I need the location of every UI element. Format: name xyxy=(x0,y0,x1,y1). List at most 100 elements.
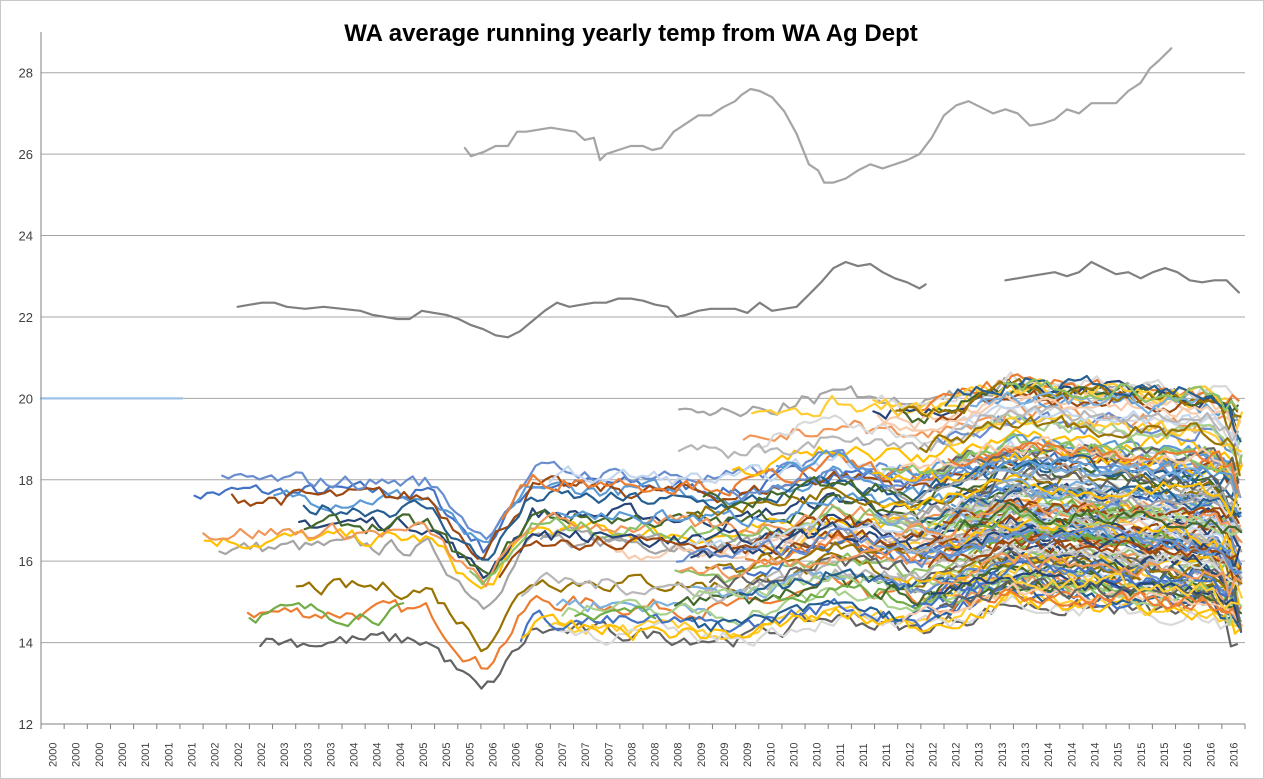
x-tick-label: 2014 xyxy=(1066,743,1078,767)
station-line xyxy=(519,586,1241,642)
station-line xyxy=(1002,378,1239,412)
x-tick-label: 2003 xyxy=(325,743,337,767)
x-tick-label: 2002 xyxy=(233,743,245,767)
station-series-lines xyxy=(193,371,1243,690)
series-line-1 xyxy=(236,260,927,339)
station-line xyxy=(935,411,1240,454)
x-tick-label: 2009 xyxy=(742,743,754,767)
x-tick-label: 2000 xyxy=(94,743,106,767)
station-line xyxy=(920,484,1242,525)
x-tick-label: 2010 xyxy=(789,743,801,767)
station-line xyxy=(957,501,1243,535)
x-tick-label: 2003 xyxy=(302,743,314,767)
x-tick-label: 2013 xyxy=(1020,743,1032,767)
x-tick-label: 2016 xyxy=(1205,743,1217,767)
chart-title: WA average running yearly temp from WA A… xyxy=(344,20,917,47)
x-tick-label: 2006 xyxy=(511,743,523,767)
station-line xyxy=(926,583,1242,620)
station-line xyxy=(944,374,1242,443)
x-tick-label: 2001 xyxy=(163,743,175,767)
x-tick-label: 2008 xyxy=(626,743,638,767)
station-line xyxy=(881,441,1240,481)
y-tick-label: 12 xyxy=(19,717,33,732)
x-tick-label: 2010 xyxy=(812,743,824,767)
x-tick-label: 2007 xyxy=(557,743,569,767)
x-tick-label: 2015 xyxy=(1113,743,1125,767)
x-tick-label: 2012 xyxy=(927,743,939,767)
station-line xyxy=(248,602,405,628)
station-line xyxy=(556,594,1241,647)
x-tick-label: 2016 xyxy=(1228,743,1240,767)
x-tick-label: 2002 xyxy=(256,743,268,767)
y-tick-label: 22 xyxy=(19,310,33,325)
x-tick-label: 2013 xyxy=(997,743,1009,767)
station-line xyxy=(942,498,1240,525)
y-tick-label: 20 xyxy=(19,391,33,406)
station-line xyxy=(555,598,712,617)
x-axis-tick-labels: 2000 2000 2000 2000 2001 2001 2001 2002 2002 2002… xyxy=(40,724,1246,767)
series-line-0 xyxy=(463,47,1173,184)
station-line xyxy=(902,582,1243,628)
station-line xyxy=(954,405,1240,443)
x-tick-label: 2012 xyxy=(904,743,916,767)
station-line xyxy=(930,569,1240,624)
station-line xyxy=(521,591,1243,642)
station-line xyxy=(298,480,1240,579)
x-tick-label: 2001 xyxy=(140,743,152,767)
named-series-lines xyxy=(39,47,1240,400)
station-line xyxy=(957,554,1243,594)
y-tick-label: 28 xyxy=(19,66,33,81)
x-tick-label: 2009 xyxy=(719,743,731,767)
y-axis-tick-labels: 12 14 16 18 20 22 24 26 28 xyxy=(19,66,33,732)
station-line xyxy=(947,441,1239,493)
x-tick-label: 2008 xyxy=(650,743,662,767)
series-line-2 xyxy=(1004,260,1240,294)
x-tick-label: 2004 xyxy=(395,743,407,767)
station-line xyxy=(880,391,1239,439)
x-tick-label: 2007 xyxy=(603,743,615,767)
x-tick-label: 2007 xyxy=(580,743,592,767)
x-tick-label: 2014 xyxy=(1043,743,1055,767)
station-line xyxy=(548,437,1239,486)
x-tick-label: 2011 xyxy=(858,743,870,767)
station-line xyxy=(933,552,1243,598)
x-tick-label: 2002 xyxy=(210,743,222,767)
station-line xyxy=(1001,478,1103,500)
station-line xyxy=(919,415,1241,477)
station-line xyxy=(992,462,1204,483)
station-line xyxy=(574,605,657,621)
station-line xyxy=(942,505,1240,537)
x-tick-label: 2001 xyxy=(187,743,199,767)
x-tick-label: 2011 xyxy=(881,743,893,767)
x-tick-label: 2000 xyxy=(117,743,129,767)
x-tick-label: 2016 xyxy=(1182,743,1194,767)
x-tick-label: 2005 xyxy=(464,743,476,767)
x-tick-label: 2015 xyxy=(1136,743,1148,767)
station-line xyxy=(230,450,1241,560)
x-tick-label: 2005 xyxy=(418,743,430,767)
station-line xyxy=(879,473,1239,517)
x-tick-label: 2010 xyxy=(765,743,777,767)
x-tick-label: 2005 xyxy=(441,743,453,767)
y-tick-label: 26 xyxy=(19,147,33,162)
station-line xyxy=(987,537,1242,587)
station-line xyxy=(936,443,1240,484)
x-tick-label: 2013 xyxy=(974,743,986,767)
station-line xyxy=(303,481,1240,576)
x-tick-label: 2014 xyxy=(1090,743,1102,767)
x-tick-label: 2003 xyxy=(279,743,291,767)
station-line xyxy=(885,462,1239,505)
station-line xyxy=(969,580,1242,615)
y-tick-label: 24 xyxy=(19,229,33,244)
station-line xyxy=(895,377,1242,432)
x-tick-label: 2000 xyxy=(71,743,83,767)
y-tick-label: 18 xyxy=(19,473,33,488)
x-tick-label: 2006 xyxy=(488,743,500,767)
station-line xyxy=(1001,542,1238,589)
x-tick-label: 2000 xyxy=(48,743,60,767)
gridlines xyxy=(41,72,1245,644)
x-tick-label: 2008 xyxy=(673,743,685,767)
x-tick-label: 2012 xyxy=(951,743,963,767)
